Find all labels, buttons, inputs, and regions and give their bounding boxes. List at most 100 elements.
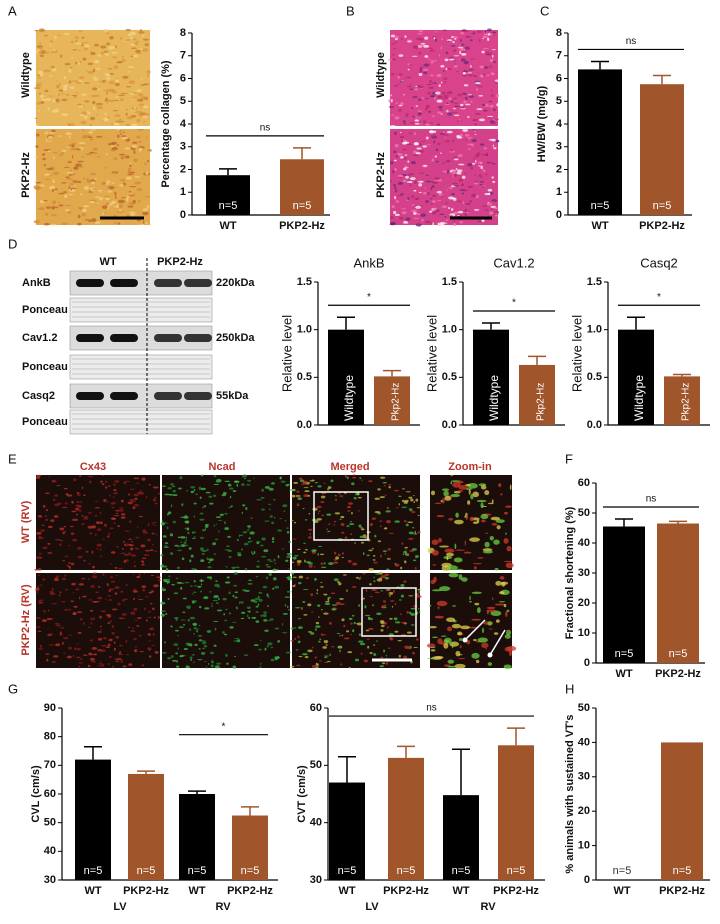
texture bbox=[406, 610, 409, 614]
y-tick-label: 20 bbox=[578, 597, 590, 609]
texture bbox=[110, 563, 113, 565]
texture bbox=[63, 166, 70, 168]
texture bbox=[341, 552, 345, 555]
texture bbox=[443, 642, 449, 649]
texture bbox=[110, 575, 113, 579]
texture bbox=[439, 133, 445, 135]
texture bbox=[58, 593, 61, 597]
texture bbox=[377, 540, 382, 543]
texture bbox=[494, 82, 498, 84]
texture bbox=[314, 656, 318, 659]
y-tick-label: 30 bbox=[44, 874, 56, 886]
texture bbox=[62, 560, 66, 562]
texture bbox=[279, 517, 283, 520]
texture bbox=[467, 72, 473, 74]
texture bbox=[397, 75, 400, 79]
band bbox=[154, 392, 182, 400]
texture bbox=[151, 543, 154, 546]
texture bbox=[473, 31, 475, 34]
texture bbox=[477, 637, 488, 643]
texture bbox=[134, 547, 140, 550]
y-tick-label: 0.0 bbox=[442, 419, 457, 431]
texture bbox=[70, 168, 72, 173]
texture bbox=[354, 658, 360, 662]
n-label: n=5 bbox=[219, 200, 238, 212]
x-tick-label: PKP2-Hz bbox=[655, 668, 701, 680]
texture bbox=[457, 47, 464, 49]
texture bbox=[355, 622, 359, 625]
texture bbox=[409, 67, 412, 69]
texture bbox=[118, 117, 122, 122]
texture bbox=[145, 136, 148, 139]
texture bbox=[301, 606, 303, 610]
texture bbox=[119, 98, 124, 102]
texture bbox=[476, 30, 483, 33]
texture bbox=[472, 521, 479, 525]
texture bbox=[174, 629, 180, 632]
texture bbox=[247, 528, 249, 532]
texture bbox=[68, 80, 72, 84]
texture bbox=[137, 598, 144, 600]
texture bbox=[401, 621, 407, 624]
texture bbox=[47, 633, 54, 635]
texture bbox=[35, 617, 41, 619]
texture bbox=[487, 621, 493, 626]
texture bbox=[346, 589, 348, 592]
texture bbox=[167, 597, 170, 601]
texture bbox=[266, 645, 269, 648]
texture bbox=[453, 519, 464, 525]
texture bbox=[189, 656, 193, 660]
texture bbox=[456, 134, 461, 138]
texture bbox=[430, 203, 434, 205]
texture bbox=[141, 557, 147, 560]
texture bbox=[54, 578, 59, 582]
texture bbox=[72, 655, 75, 657]
texture bbox=[397, 174, 404, 177]
texture bbox=[117, 660, 120, 663]
texture bbox=[112, 496, 115, 498]
texture bbox=[77, 555, 83, 559]
texture bbox=[233, 585, 238, 587]
texture bbox=[75, 513, 78, 516]
texture bbox=[137, 92, 144, 97]
texture bbox=[307, 649, 313, 653]
texture bbox=[151, 644, 156, 646]
texture bbox=[351, 482, 355, 486]
texture bbox=[365, 629, 370, 632]
texture bbox=[410, 161, 416, 165]
texture bbox=[81, 515, 84, 517]
texture bbox=[138, 103, 145, 106]
texture bbox=[51, 205, 56, 210]
texture bbox=[108, 185, 115, 190]
texture bbox=[170, 483, 174, 486]
texture bbox=[115, 635, 120, 639]
texture bbox=[68, 135, 71, 139]
texture bbox=[200, 559, 205, 563]
texture bbox=[419, 37, 424, 41]
texture bbox=[437, 209, 440, 212]
texture bbox=[323, 612, 329, 615]
texture bbox=[63, 194, 68, 199]
band bbox=[76, 392, 104, 400]
texture bbox=[58, 204, 64, 207]
texture bbox=[408, 132, 412, 134]
texture bbox=[413, 142, 419, 146]
texture bbox=[241, 511, 243, 514]
texture bbox=[460, 625, 470, 630]
texture bbox=[483, 109, 487, 112]
texture bbox=[140, 78, 143, 80]
texture bbox=[260, 662, 262, 666]
texture bbox=[397, 195, 403, 197]
texture bbox=[90, 181, 95, 185]
texture bbox=[184, 520, 190, 524]
texture bbox=[172, 520, 176, 524]
texture bbox=[92, 68, 96, 73]
blot-row-label: Ponceau bbox=[22, 304, 68, 316]
texture bbox=[182, 597, 187, 600]
texture bbox=[394, 186, 397, 190]
texture bbox=[186, 527, 190, 531]
texture bbox=[413, 45, 419, 49]
texture bbox=[241, 611, 246, 614]
texture bbox=[118, 209, 122, 212]
texture bbox=[471, 139, 477, 143]
